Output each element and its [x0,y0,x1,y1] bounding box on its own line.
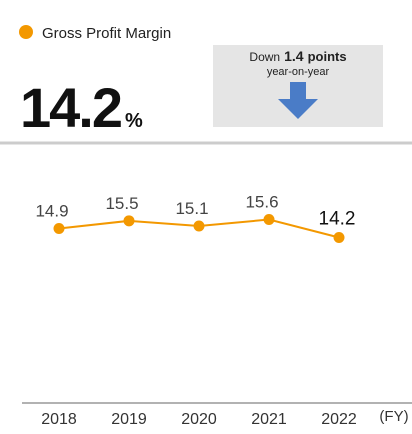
point [263,214,275,226]
x-tick-label: 2018 [41,411,77,428]
data-label: 14.2 [319,209,356,230]
point [333,232,345,244]
data-label: 15.6 [245,193,278,212]
data-label: 15.5 [105,194,138,213]
kpi-value: 14.2% [20,76,143,139]
data-label: 15.1 [175,199,208,218]
x-tick-label: 2019 [111,411,147,428]
point [193,220,205,232]
change-amount: 1.4 [284,48,304,64]
x-axis-label: (FY) [379,408,408,425]
arrow-stem [290,82,306,99]
x-tick-label: 2020 [181,411,217,428]
change-text: Down 1.4 points [249,48,346,64]
change-period: year-on-year [267,66,330,78]
title-dot [19,25,33,39]
data-label: 14.9 [35,202,68,221]
kpi-unit: % [125,110,143,132]
point [123,215,135,227]
arrow-head [278,99,318,119]
kpi-number: 14.2 [20,76,121,139]
x-tick-label: 2021 [251,411,287,428]
change-amount-unit: points [308,49,347,64]
point [53,223,65,235]
x-tick-label: 2022 [321,411,357,428]
chart-title: Gross Profit Margin [42,25,171,42]
change-direction: Down [249,50,280,64]
